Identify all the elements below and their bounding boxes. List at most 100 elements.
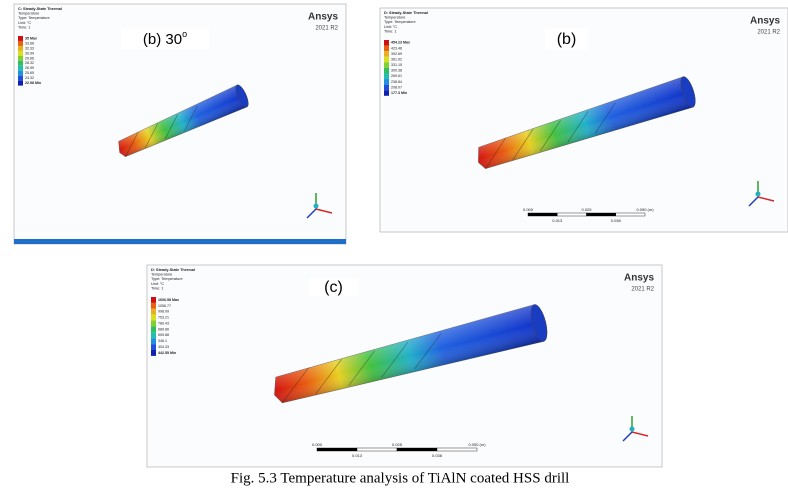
legend-swatch [18, 55, 23, 61]
flute-edge [144, 123, 159, 149]
legend-swatch [151, 350, 156, 356]
legend-label: 1056.77 [158, 304, 171, 308]
flute-edge [414, 333, 442, 369]
legend-swatch [18, 65, 23, 71]
flute-edge [512, 128, 534, 161]
legend-swatch [151, 302, 156, 309]
legend-swatch [384, 56, 389, 63]
triad-origin [313, 203, 319, 209]
ansys-logo: Ansys [750, 16, 780, 27]
legend-swatch [151, 326, 156, 333]
legend-swatch [151, 308, 156, 315]
header-line: Unit: °C [384, 25, 397, 29]
legend-swatch [18, 40, 23, 46]
scale-label: 0.000 [523, 207, 534, 212]
legend-label: 789.43 [158, 321, 169, 325]
triad-z [306, 208, 317, 219]
scale-segment [436, 447, 478, 452]
legend-label: 24.32 [25, 76, 34, 80]
scale-segment [586, 212, 616, 217]
drill-shade [118, 84, 249, 157]
scale-label: 0.013 [352, 453, 363, 458]
legend-label: 423.46 [391, 46, 402, 50]
scale-segment [557, 212, 587, 217]
legend-label: 269.61 [391, 74, 402, 78]
legend-label: 22.98 Min [25, 81, 41, 85]
legend-label: 559.88 [158, 333, 169, 337]
legend-label: 331.15 [391, 63, 402, 67]
flute-edge [539, 120, 561, 152]
header-line: Time: 1 [384, 29, 397, 33]
legend-swatch [384, 73, 389, 80]
scale-segment [316, 447, 358, 452]
legend-label: 392.69 [391, 52, 402, 56]
header-line: Time: 1 [151, 286, 164, 290]
header-line: Type: Temperature [18, 16, 50, 20]
header-line: Unit: °C [18, 21, 31, 25]
scale-label: 0.000 [312, 442, 323, 447]
legend-swatch [384, 90, 389, 96]
triad-x [315, 208, 333, 214]
drill-end [530, 304, 548, 342]
header-line: Temperature [18, 12, 39, 16]
legend-swatch [384, 84, 389, 91]
drill-model [118, 84, 249, 157]
scale-label: 0.050 (m) [468, 442, 486, 447]
ansys-version: 2021 R2 [757, 30, 780, 36]
flute-edge [567, 111, 589, 143]
flute-edge [594, 102, 616, 134]
label-box [121, 29, 209, 49]
scale-label: 0.025 [581, 207, 592, 212]
header-line: Temperature [151, 273, 172, 277]
flute-edge [184, 105, 198, 131]
legend-swatch [18, 80, 23, 86]
legend-label: 29.66 [25, 56, 34, 60]
legend-swatch [151, 320, 156, 327]
legend-swatch [18, 50, 23, 56]
ansys-version: 2021 R2 [631, 287, 654, 293]
triad-z [748, 196, 759, 207]
legend-swatch [151, 314, 156, 321]
legend-label: 346.1 [158, 339, 167, 343]
panel-label-text: (b) 30 [143, 31, 182, 48]
panel-label: (c) [324, 279, 343, 296]
triad-origin [629, 426, 635, 432]
header-line: Unit: °C [151, 282, 164, 286]
drill-shade [478, 76, 696, 169]
panel-label: (b) 30o [143, 29, 187, 48]
ansys-panel: D: Steady-State ThermalTemperatureType: … [379, 7, 788, 233]
drill-end [235, 84, 249, 108]
label-box [309, 278, 358, 296]
header-line: Type: Temperature [151, 277, 183, 281]
triad-origin [755, 191, 761, 197]
ansys-logo: Ansys [308, 12, 338, 23]
panel-label-sup: o [182, 29, 187, 39]
figure-caption: Fig. 5.3 Temperature analysis of TiAlN c… [231, 470, 570, 486]
legend-label: 300.38 [391, 69, 402, 73]
drill-shade [274, 304, 547, 403]
header-line: Time: 1 [18, 25, 31, 29]
flute-edge [125, 131, 139, 157]
legend-swatch [384, 79, 389, 85]
legend-swatch [384, 51, 389, 57]
legend-swatch [151, 332, 156, 339]
legend-swatch [151, 297, 156, 303]
scale-segment [356, 447, 398, 452]
header-line: Temperature [384, 16, 405, 20]
flute-edge [164, 114, 178, 140]
legend-label: 208.07 [391, 85, 402, 89]
panel-label: (b) [557, 31, 577, 48]
header-line: D: Steady-State Thermal [384, 11, 428, 15]
ansys-panel: D: Steady-State ThermalTemperatureType: … [146, 264, 663, 468]
flute-edge [315, 358, 342, 395]
legend-label: 35 Max [25, 36, 37, 40]
flute-edge [348, 350, 376, 387]
legend-label: 442.55 Min [158, 351, 176, 355]
triad-x [631, 431, 649, 437]
flute-edge [282, 367, 309, 404]
legend-swatch [384, 45, 389, 52]
drill-end [680, 76, 696, 108]
triad-z [622, 431, 633, 442]
legend-label: 28.32 [25, 61, 34, 65]
legend-label: 30.99 [25, 51, 34, 55]
